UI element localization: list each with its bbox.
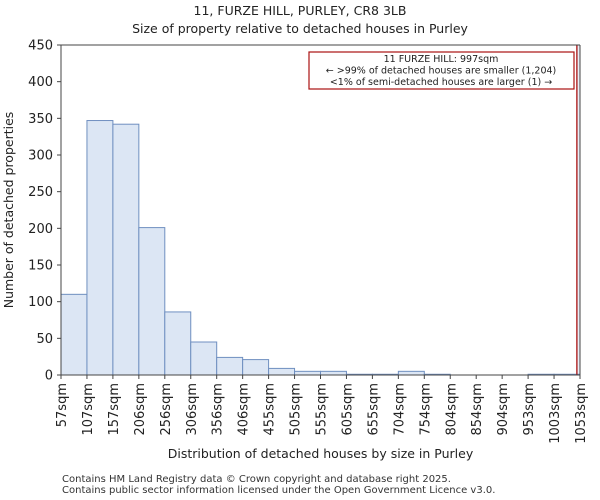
y-tick-label: 50 bbox=[36, 332, 53, 347]
y-tick-label: 100 bbox=[28, 295, 53, 310]
x-tick-label: 107sqm bbox=[81, 383, 96, 436]
x-tick-label: 804sqm bbox=[444, 383, 459, 436]
y-tick-label: 450 bbox=[28, 39, 53, 54]
histogram-bar bbox=[190, 341, 218, 376]
y-tick-label: 350 bbox=[28, 112, 53, 127]
footer-line-1: Contains HM Land Registry data © Crown c… bbox=[62, 474, 451, 485]
x-tick-label: 904sqm bbox=[496, 383, 511, 436]
x-axis-label: Distribution of detached houses by size … bbox=[168, 446, 474, 461]
histogram-bar bbox=[242, 359, 270, 376]
y-tick-label: 250 bbox=[28, 185, 53, 200]
x-tick-label: 256sqm bbox=[159, 383, 174, 436]
x-tick-label: 157sqm bbox=[107, 383, 122, 436]
marker-annotation: 11 FURZE HILL: 997sqm← >99% of detached … bbox=[308, 51, 575, 90]
histogram-bar bbox=[294, 370, 321, 376]
histogram-bar bbox=[112, 123, 140, 376]
annotation-box bbox=[308, 51, 575, 90]
x-tick-label: 754sqm bbox=[418, 383, 433, 436]
y-tick-label: 400 bbox=[28, 75, 53, 90]
x-tick-label: 555sqm bbox=[315, 383, 330, 436]
x-tick-label: 356sqm bbox=[211, 383, 226, 436]
histogram-bar bbox=[86, 120, 114, 376]
y-tick-label: 200 bbox=[28, 222, 53, 237]
y-tick-label: 150 bbox=[28, 259, 53, 274]
y-axis-label: Number of detached properties bbox=[1, 112, 16, 309]
x-tick-label: 455sqm bbox=[263, 383, 278, 436]
chart-subtitle: Size of property relative to detached ho… bbox=[132, 21, 468, 36]
histogram-chart: 0 50 100 150 200 250 300 350 400 450 57sqm 107sqm 15… bbox=[1, 39, 589, 462]
x-tick-label: 953sqm bbox=[522, 383, 537, 436]
marker-shade-region bbox=[576, 45, 580, 375]
histogram-bar bbox=[216, 356, 244, 376]
annotation-line: <1% of semi-detached houses are larger (… bbox=[330, 77, 552, 88]
x-tick-label: 704sqm bbox=[392, 383, 407, 436]
x-tick-label: 854sqm bbox=[470, 383, 485, 436]
histogram-bar bbox=[320, 370, 347, 376]
x-tick-label: 57sqm bbox=[55, 383, 70, 427]
histogram-bar bbox=[138, 227, 166, 376]
x-tick-label: 655sqm bbox=[366, 383, 381, 436]
x-tick-label: 505sqm bbox=[289, 383, 304, 436]
y-tick-label: 0 bbox=[45, 369, 53, 384]
x-tick-label: 1053sqm bbox=[574, 383, 589, 444]
annotation-line: ← >99% of detached houses are smaller (1… bbox=[326, 66, 557, 77]
x-tick-label: 605sqm bbox=[340, 383, 355, 436]
x-tick-label: 406sqm bbox=[237, 383, 252, 436]
x-tick-label: 1003sqm bbox=[548, 383, 563, 444]
histogram-bar bbox=[397, 370, 425, 376]
footer-line-2: Contains public sector information licen… bbox=[62, 485, 496, 496]
annotation-line: 11 FURZE HILL: 997sqm bbox=[384, 54, 499, 65]
y-tick-label: 300 bbox=[28, 149, 53, 164]
histogram-bar bbox=[268, 367, 296, 376]
histogram-bar bbox=[164, 311, 192, 376]
histogram-bar bbox=[60, 293, 88, 376]
chart-title: 11, FURZE HILL, PURLEY, CR8 3LB bbox=[193, 3, 407, 18]
x-tick-label: 306sqm bbox=[185, 383, 200, 436]
x-tick-label: 206sqm bbox=[133, 383, 148, 436]
